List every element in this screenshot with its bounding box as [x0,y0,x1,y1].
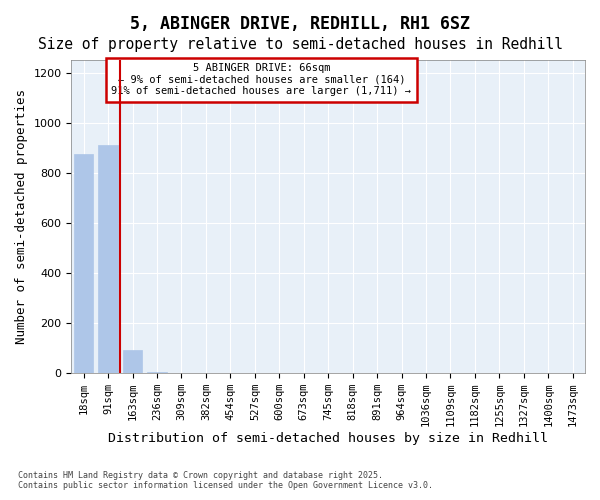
X-axis label: Distribution of semi-detached houses by size in Redhill: Distribution of semi-detached houses by … [108,432,548,445]
Bar [147,372,167,373]
Text: Size of property relative to semi-detached houses in Redhill: Size of property relative to semi-detach… [37,38,563,52]
Y-axis label: Number of semi-detached properties: Number of semi-detached properties [15,89,28,344]
Text: 5 ABINGER DRIVE: 66sqm
← 9% of semi-detached houses are smaller (164)
91% of sem: 5 ABINGER DRIVE: 66sqm ← 9% of semi-deta… [112,63,412,96]
Text: 5, ABINGER DRIVE, REDHILL, RH1 6SZ: 5, ABINGER DRIVE, REDHILL, RH1 6SZ [130,15,470,33]
Text: Contains HM Land Registry data © Crown copyright and database right 2025.
Contai: Contains HM Land Registry data © Crown c… [18,470,433,490]
Bar [123,350,142,373]
Bar [74,154,94,373]
Bar [98,145,118,373]
